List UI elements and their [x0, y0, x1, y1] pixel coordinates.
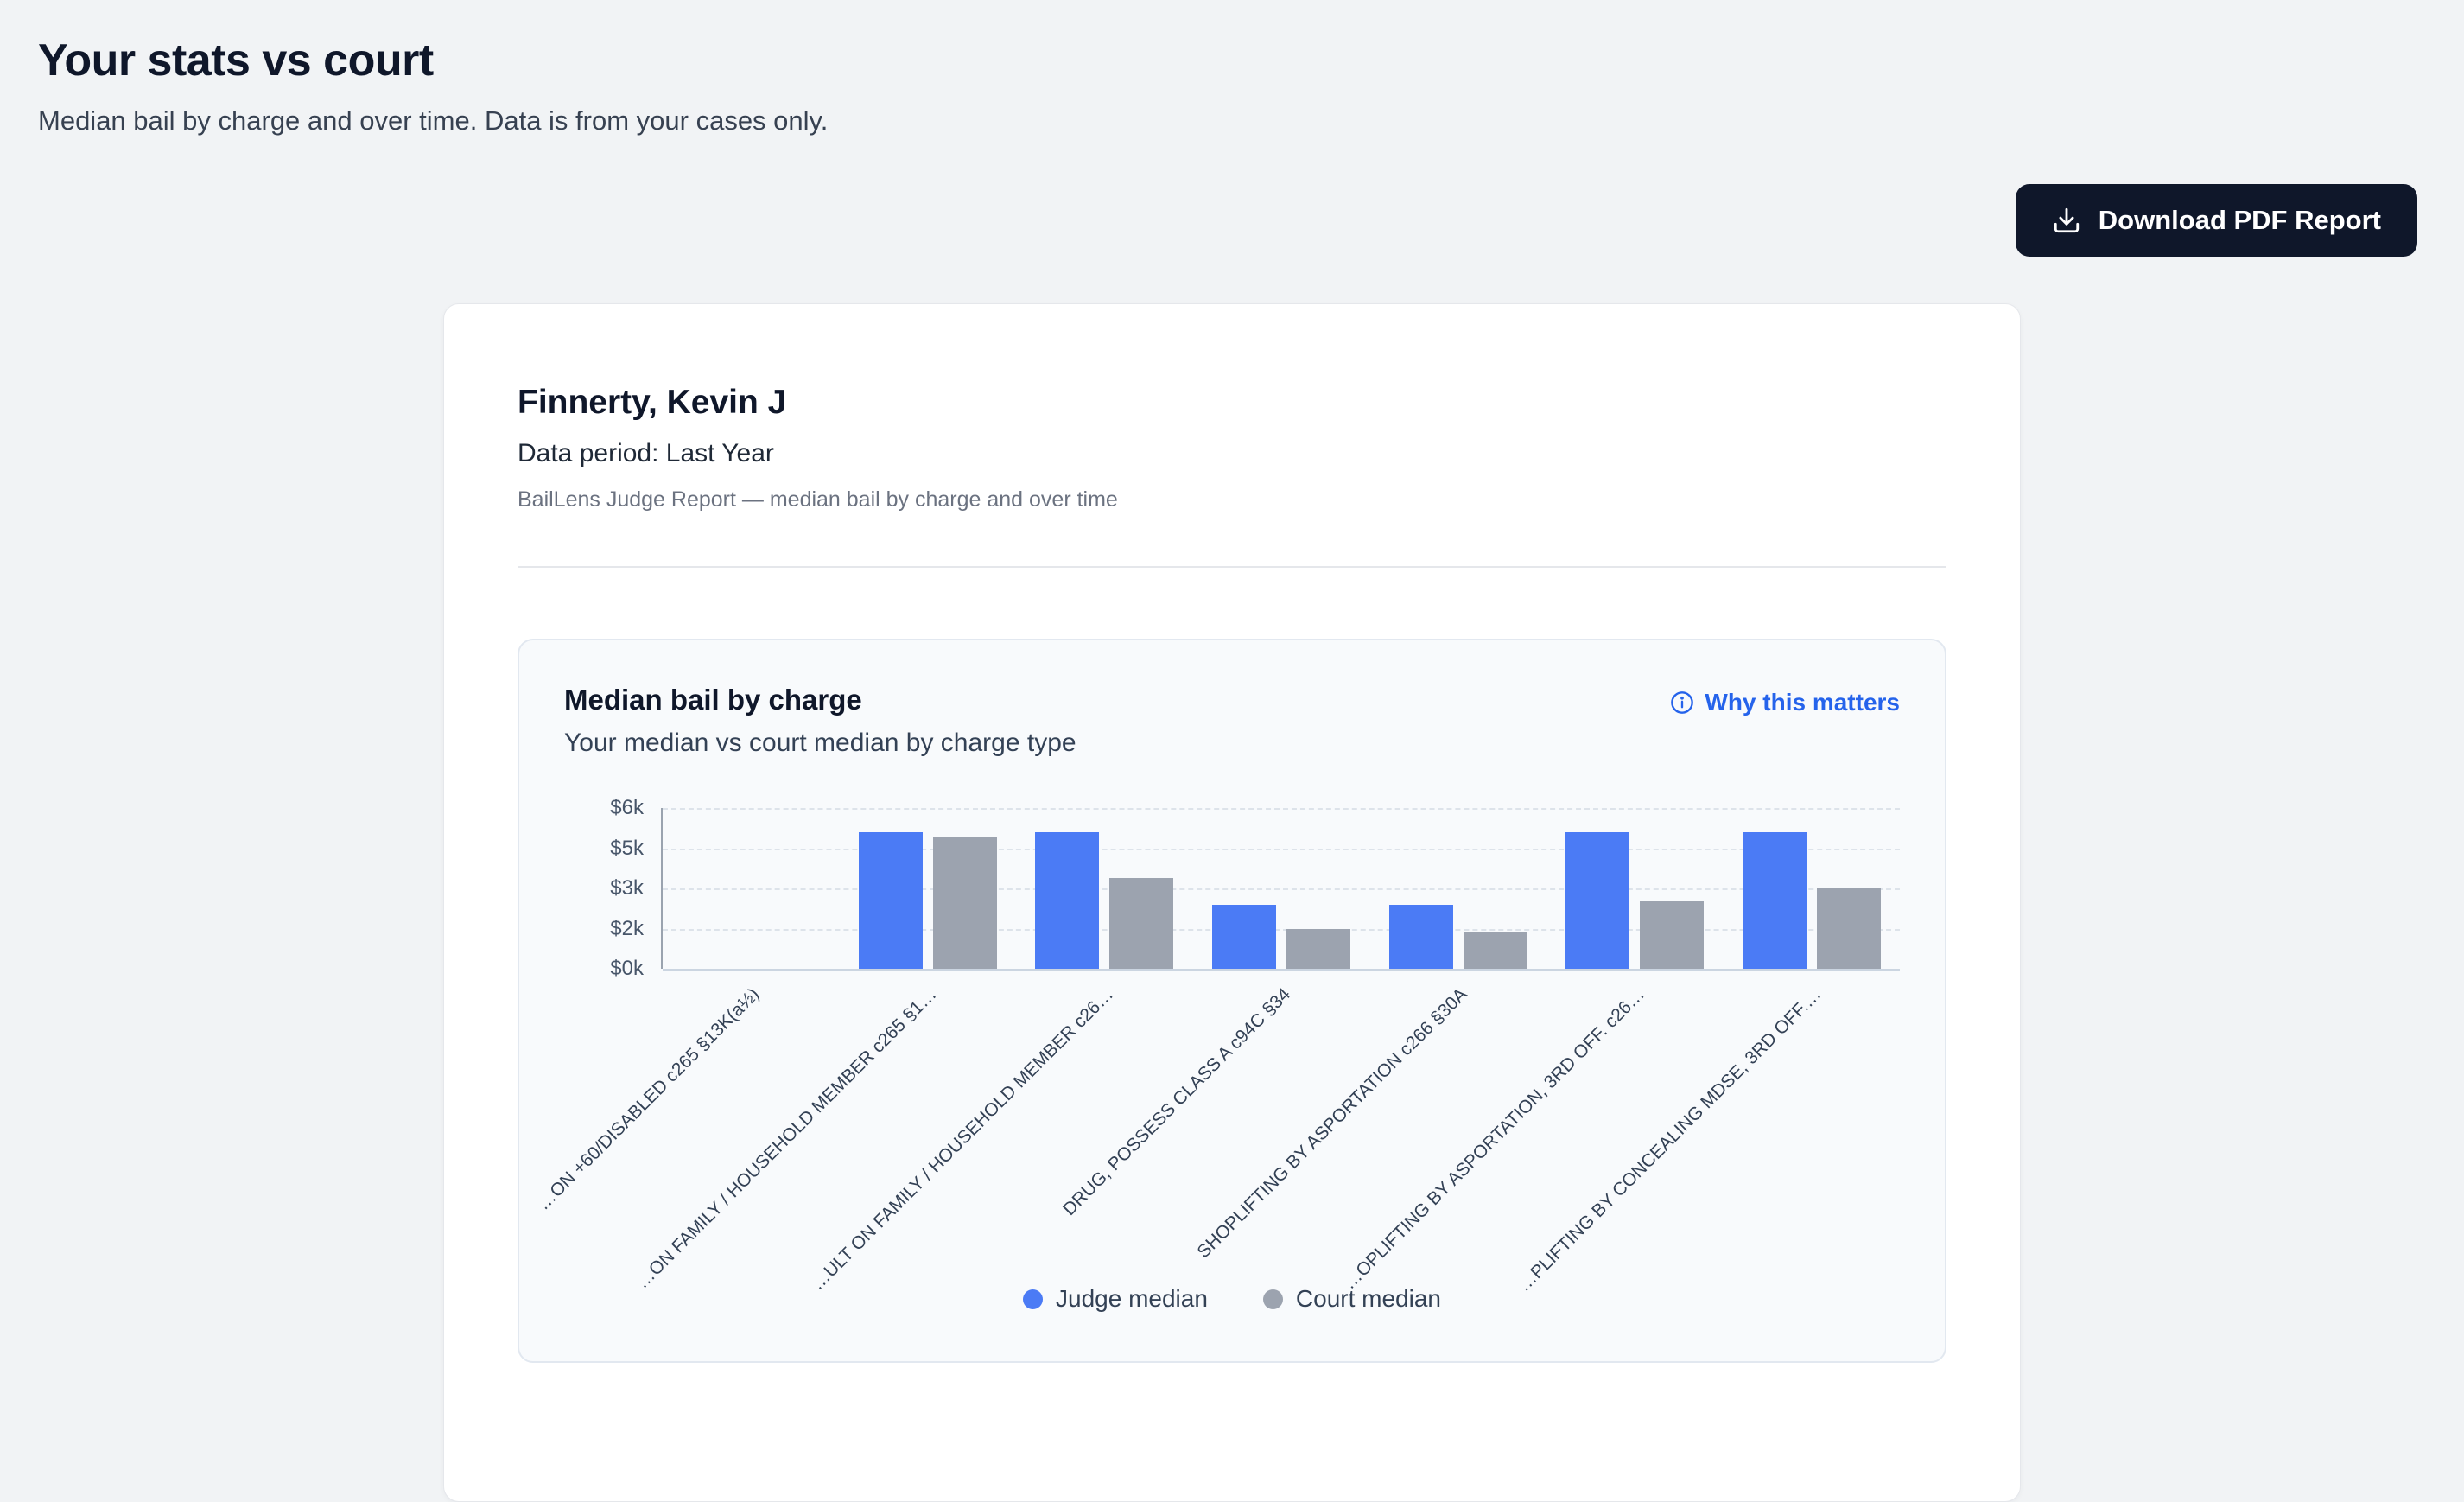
- bar-judge-median: [1742, 831, 1807, 969]
- y-axis-tick: $5k: [610, 836, 644, 860]
- gridline: [663, 808, 1900, 810]
- why-this-matters-label: Why this matters: [1705, 689, 1900, 716]
- report-description: BailLens Judge Report — median bail by c…: [518, 487, 1118, 512]
- bar-judge-median: [1212, 904, 1277, 969]
- judge-name: Finnerty, Kevin J: [518, 384, 787, 421]
- download-pdf-label: Download PDF Report: [2098, 205, 2381, 235]
- bar-judge-median: [858, 831, 923, 969]
- bar-judge-median: [1035, 831, 1100, 969]
- bar-chart: $0k $2k $3k $5k $6k …ON +60/DISABLED c265 §1…: [534, 796, 1900, 1295]
- y-axis-tick: $3k: [610, 876, 644, 900]
- plot-area: [661, 808, 1900, 971]
- report-card: Finnerty, Kevin J Data period: Last Year…: [443, 303, 2021, 1502]
- category-slot: [1723, 808, 1900, 969]
- legend-item-court-median: Court median: [1262, 1285, 1441, 1313]
- chart-subtitle: Your median vs court median by charge ty…: [564, 729, 1076, 757]
- category-slot: [840, 808, 1017, 969]
- y-axis: $0k $2k $3k $5k $6k: [564, 796, 661, 980]
- divider: [518, 566, 1946, 568]
- bars-container: [663, 808, 1900, 969]
- y-axis-tick: $2k: [610, 916, 644, 940]
- why-this-matters-link[interactable]: Why this matters: [1670, 689, 1900, 716]
- page-subtitle: Median bail by charge and over time. Dat…: [38, 105, 829, 136]
- chart-title: Median bail by charge: [564, 684, 862, 716]
- category-slot: [1546, 808, 1724, 969]
- plot-wrap: …ON +60/DISABLED c265 §13K(a½) …ON FAMILY…: [534, 808, 1900, 1295]
- category-slot: [1193, 808, 1370, 969]
- bar-court-median: [1463, 932, 1527, 969]
- x-label-slot: …PLIFTING BY CONCEALING MDSE, 3RD OFF.…: [1515, 969, 1900, 1295]
- x-axis-labels: …ON +60/DISABLED c265 §13K(a½) …ON FAMILY…: [534, 969, 1900, 1295]
- chart-panel-header: Median bail by charge Your median vs cou…: [564, 684, 1900, 758]
- category-slot: [1369, 808, 1546, 969]
- legend-item-judge-median: Judge median: [1023, 1285, 1208, 1313]
- chart-legend: Judge median Court median: [564, 1285, 1900, 1313]
- y-axis-tick: $6k: [610, 796, 644, 819]
- legend-label: Judge median: [1056, 1285, 1208, 1312]
- bar-court-median: [1109, 878, 1174, 969]
- y-axis-tick: $0k: [610, 957, 644, 980]
- legend-label: Court median: [1295, 1285, 1441, 1312]
- category-slot: [1016, 808, 1193, 969]
- page-header: Your stats vs court Median bail by charg…: [38, 35, 2426, 137]
- info-icon: [1670, 691, 1694, 715]
- gridline: [663, 848, 1900, 850]
- legend-dot: [1262, 1289, 1283, 1309]
- bar-court-median: [1816, 888, 1881, 969]
- page-title: Your stats vs court: [38, 35, 434, 86]
- bar-court-median: [1640, 900, 1705, 969]
- download-pdf-button[interactable]: Download PDF Report: [2015, 184, 2417, 257]
- data-period: Data period: Last Year: [518, 439, 774, 468]
- gridline: [663, 928, 1900, 931]
- chart-panel: Median bail by charge Your median vs cou…: [518, 639, 1946, 1363]
- toolbar: Download PDF Report: [38, 184, 2426, 257]
- category-slot: [663, 808, 840, 969]
- chart-titles: Median bail by charge Your median vs cou…: [564, 684, 1076, 758]
- bar-judge-median: [1565, 831, 1630, 969]
- bar-court-median: [932, 836, 997, 969]
- download-icon: [2052, 206, 2081, 235]
- bar-court-median: [1286, 928, 1351, 969]
- gridline: [663, 888, 1900, 890]
- gridline: [663, 969, 1900, 971]
- bar-judge-median: [1388, 904, 1453, 969]
- legend-dot: [1023, 1289, 1043, 1309]
